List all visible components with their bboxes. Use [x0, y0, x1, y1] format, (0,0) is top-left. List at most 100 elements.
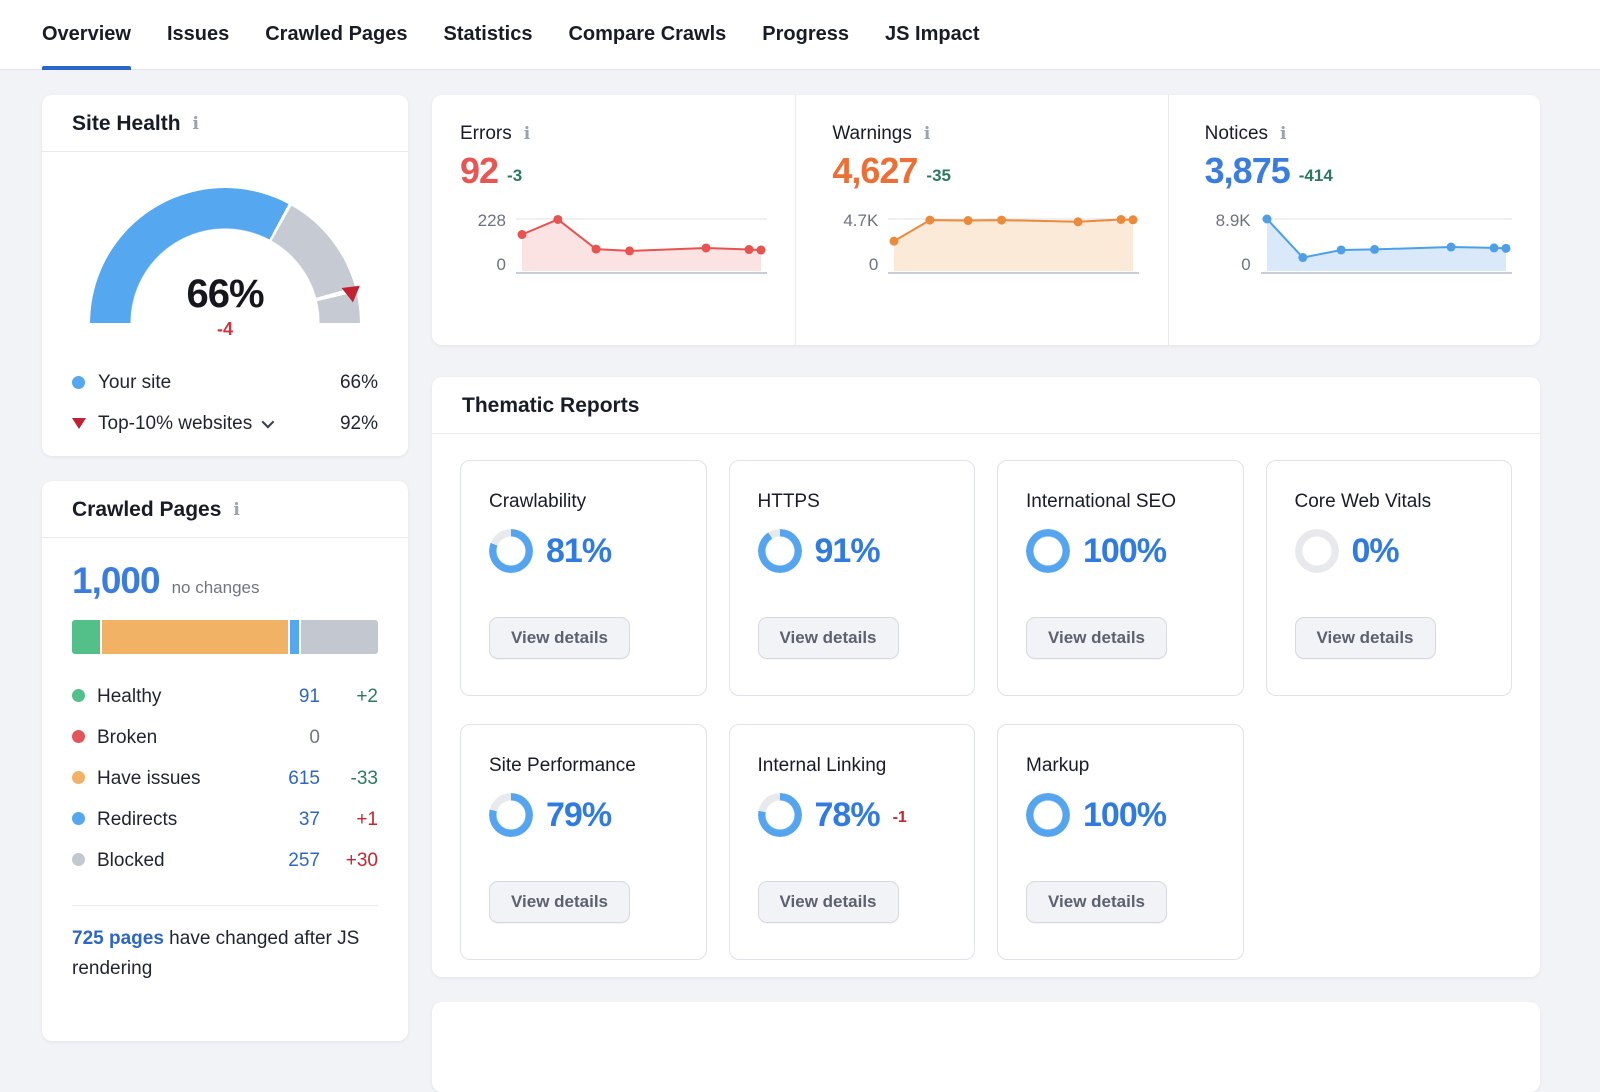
your-site-label: Your site — [98, 371, 172, 393]
thematic-card-score: 81% — [546, 531, 612, 570]
thematic-card-title: International SEO — [1026, 491, 1176, 512]
tab-progress[interactable]: Progress — [762, 23, 850, 45]
errors-ymax-label: 228 — [477, 211, 506, 230]
info-icon[interactable]: i — [923, 123, 931, 144]
thematic-card-title: Crawlability — [489, 491, 587, 512]
healthy-delta: +2 — [356, 685, 378, 707]
blocked-label: Blocked — [97, 849, 165, 871]
legend-row-top10: Top-10% websites 92% — [72, 403, 378, 444]
thematic-card-score: 91% — [814, 531, 881, 570]
score-donut-icon — [1026, 529, 1070, 573]
have-issues-label: Have issues — [97, 767, 201, 789]
your-site-dot — [72, 376, 85, 389]
view-details-button[interactable]: View details — [757, 881, 899, 923]
bar-segment-have-issues — [99, 620, 289, 654]
blocked-delta: +30 — [345, 849, 378, 871]
tab-js-impact[interactable]: JS Impact — [885, 23, 980, 45]
tab-crawled-pages[interactable]: Crawled Pages — [265, 23, 408, 45]
thematic-card-score: 0% — [1351, 531, 1400, 570]
healthy-count-link[interactable]: 91 — [298, 685, 320, 707]
thematic-card-title: Internal Linking — [757, 755, 887, 776]
info-icon[interactable]: i — [192, 113, 199, 134]
top10-dropdown[interactable]: Top-10% websites — [98, 413, 340, 435]
healthy-dot — [72, 688, 85, 702]
errors-delta: -3 — [507, 166, 523, 185]
thematic-reports-title: Thematic Reports — [462, 394, 640, 417]
errors-ymin-label: 0 — [496, 255, 506, 274]
tab-issues[interactable]: Issues — [166, 23, 230, 45]
thematic-card-title: HTTPS — [757, 491, 820, 512]
legend-row-healthy: Healthy 91 +2 — [72, 676, 378, 717]
have-issues-count-link[interactable]: 615 — [288, 767, 320, 789]
top10-value: 92% — [339, 412, 378, 434]
notices-count[interactable]: 3,875 — [1204, 150, 1291, 191]
redirects-delta: +1 — [356, 808, 378, 830]
legend-row-redirects: Redirects 37 +1 — [72, 799, 378, 840]
js-rendering-note: 725 pages have changed after JS renderin… — [72, 924, 378, 984]
thematic-card-score: 79% — [546, 795, 612, 834]
thematic-card-title: Markup — [1026, 755, 1090, 776]
score-donut-icon — [489, 529, 533, 573]
info-icon[interactable]: i — [1280, 123, 1287, 144]
tab-compare-crawls[interactable]: Compare Crawls — [568, 23, 727, 45]
view-details-button[interactable]: View details — [489, 617, 631, 659]
view-details-button[interactable]: View details — [1294, 617, 1436, 659]
notices-delta: -414 — [1298, 166, 1333, 185]
warnings-section: Warnings i 4,627 -35 4.7K 0 — [795, 95, 1167, 345]
warnings-delta: -35 — [926, 166, 951, 185]
warnings-ymax-label: 4.7K — [843, 211, 879, 230]
errors-sparkline — [516, 209, 767, 279]
score-donut-icon — [757, 529, 802, 573]
redirects-count-link[interactable]: 37 — [298, 808, 320, 830]
site-health-score: 66% — [186, 272, 264, 316]
divider — [72, 905, 378, 906]
thematic-card-core-web-vitals: Core Web Vitals 0% View details — [1265, 460, 1512, 696]
notices-section: Notices i 3,875 -414 8.9K 0 — [1167, 95, 1540, 345]
your-site-value: 66% — [339, 371, 378, 393]
view-details-button[interactable]: View details — [757, 617, 899, 659]
tab-statistics[interactable]: Statistics — [443, 23, 533, 45]
bar-segment-blocked — [299, 620, 378, 654]
broken-label: Broken — [97, 726, 158, 748]
notices-ymax-label: 8.9K — [1215, 211, 1251, 230]
have-issues-dot — [72, 770, 85, 784]
thematic-card-delta: -1 — [892, 809, 907, 826]
notices-sparkline — [1260, 209, 1512, 279]
crawled-pages-change-note: no changes — [171, 578, 260, 597]
warnings-count[interactable]: 4,627 — [832, 150, 918, 191]
thematic-card-international-seo: International SEO 100% View details — [997, 460, 1244, 696]
chevron-down-icon — [261, 415, 275, 429]
info-icon[interactable]: i — [523, 123, 531, 144]
bottom-panel — [432, 1002, 1540, 1092]
thematic-card-title: Core Web Vitals — [1294, 491, 1432, 512]
score-donut-icon — [1026, 793, 1070, 837]
thematic-card-markup: Markup 100% View details — [997, 724, 1244, 960]
legend-row-blocked: Blocked 257 +30 — [72, 840, 378, 881]
errors-label: Errors — [460, 123, 512, 144]
errors-section: Errors i 92 -3 228 0 — [432, 95, 795, 345]
warnings-ymin-label: 0 — [868, 255, 879, 274]
changed-pages-link[interactable]: 725 pages — [72, 928, 164, 949]
have-issues-delta: -33 — [350, 767, 378, 789]
thematic-card-internal-linking: Internal Linking 78% -1 View details — [728, 724, 975, 960]
bar-segment-redirects — [288, 620, 300, 654]
errors-count[interactable]: 92 — [460, 150, 499, 191]
tab-overview[interactable]: Overview — [42, 0, 131, 70]
top-navigation: Overview Issues Crawled Pages Statistics… — [0, 0, 1600, 70]
view-details-button[interactable]: View details — [1026, 617, 1168, 659]
view-details-button[interactable]: View details — [1026, 881, 1168, 923]
top10-label: Top-10% websites — [98, 412, 253, 434]
thematic-card-title: Site Performance — [489, 755, 636, 776]
info-icon[interactable]: i — [233, 499, 240, 520]
redirects-label: Redirects — [97, 808, 178, 830]
crawled-pages-stacked-bar — [72, 620, 378, 654]
thematic-card-site-performance: Site Performance 79% View details — [460, 724, 707, 960]
view-details-button[interactable]: View details — [489, 881, 631, 923]
crawled-pages-total: 1,000 — [72, 560, 161, 601]
site-health-header: Site Health i — [42, 95, 408, 152]
bar-segment-healthy — [72, 620, 100, 654]
broken-dot — [72, 729, 85, 743]
thematic-card-score: 100% — [1083, 531, 1167, 570]
site-health-gauge: 66% -4 — [90, 188, 360, 340]
blocked-count-link[interactable]: 257 — [288, 849, 320, 871]
